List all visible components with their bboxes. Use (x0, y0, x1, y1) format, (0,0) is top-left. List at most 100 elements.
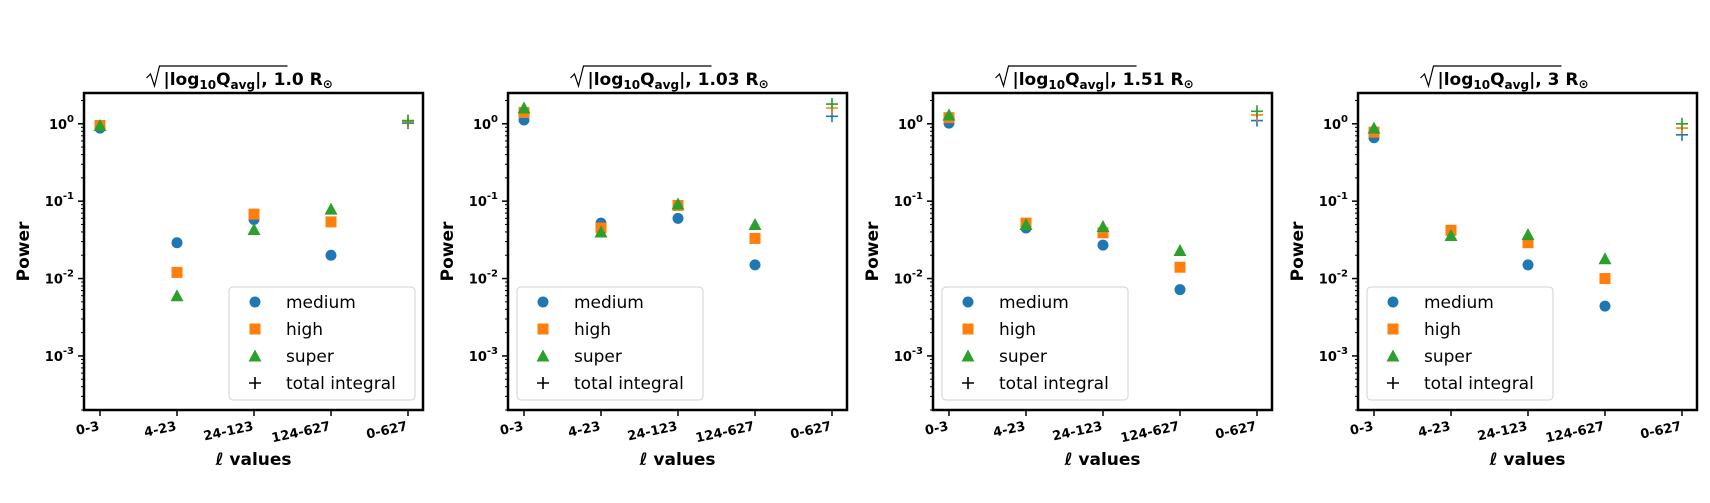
y-tick-label: 10-1 (45, 191, 74, 210)
chart-title: |log10Qavg|, 3 R⊙ (1438, 70, 1589, 92)
data-point-high (1522, 237, 1534, 249)
legend-box (516, 286, 704, 401)
data-point-super (1096, 220, 1110, 233)
data-point-medium (325, 249, 337, 261)
x-tick-label: 0-627 (365, 419, 409, 442)
x-tick-label: 4-23 (992, 419, 1027, 440)
x-axis-label: ℓ values (214, 450, 291, 470)
data-point-super (324, 202, 338, 215)
y-tick-label: 10-1 (1319, 191, 1348, 210)
x-tick-label: 0-3 (1349, 419, 1375, 439)
legend-box (228, 286, 416, 401)
title-sqrt-sign (570, 65, 712, 89)
y-tick-label: 10-2 (45, 269, 74, 288)
legend-label: super (574, 347, 622, 367)
chart-panel: |log10Qavg|, 3 R⊙ 100 10-1 10-2 10-3 0-3 4-23 2… (1288, 65, 1699, 470)
chart-title: |log10Qavg|, 1.0 R⊙ (164, 70, 333, 92)
title-sqrt-sign (1420, 65, 1562, 89)
data-point-super (247, 223, 261, 236)
y-tick-label: 10-1 (469, 191, 498, 210)
y-axis-label: Power (1288, 221, 1308, 281)
data-point-total-integral (402, 114, 414, 127)
legend-marker (962, 296, 974, 308)
chart-title: |log10Qavg|, 1.51 R⊙ (1013, 70, 1194, 92)
x-tick-label: 4-23 (567, 419, 602, 440)
data-point-super (594, 225, 608, 238)
data-point-medium (672, 212, 684, 224)
data-point-super (1598, 252, 1612, 265)
legend-marker (1387, 296, 1399, 308)
title-sqrt-sign (146, 65, 288, 89)
data-point-high (1097, 227, 1109, 239)
legend-label: total integral (574, 374, 684, 394)
x-tick-label: 4-23 (1417, 419, 1452, 440)
legend-marker (249, 323, 261, 335)
data-point-medium (1599, 300, 1611, 312)
legend-marker (1386, 349, 1400, 362)
legend-label: super (999, 347, 1047, 367)
y-tick-label: 10-2 (894, 269, 923, 288)
data-point-high (1599, 273, 1611, 285)
x-tick-label: 124-627 (694, 419, 755, 446)
x-tick-label: 0-3 (75, 419, 101, 439)
y-tick-label: 10-2 (1319, 269, 1348, 288)
x-tick-label: 0-627 (1214, 419, 1258, 442)
data-point-high (248, 208, 260, 220)
x-axis-label: ℓ values (1488, 450, 1565, 470)
x-axis-label: ℓ values (638, 450, 715, 470)
data-point-super (517, 101, 531, 114)
data-point-medium (749, 259, 761, 271)
legend-marker (249, 296, 261, 308)
legend-label: medium (286, 293, 356, 313)
data-point-medium (1097, 239, 1109, 251)
data-point-medium (171, 237, 183, 249)
legend-marker (249, 377, 261, 389)
data-point-super (1367, 121, 1381, 134)
legend-label: total integral (286, 374, 396, 394)
data-point-high (171, 266, 183, 278)
data-point-super (1521, 228, 1535, 241)
data-point-total-integral (1676, 117, 1688, 130)
data-point-super (671, 197, 685, 210)
y-tick-label: 10-2 (469, 269, 498, 288)
legend-marker (1387, 323, 1399, 335)
x-tick-label: 124-627 (1119, 419, 1180, 446)
y-tick-label: 100 (1323, 114, 1348, 133)
x-tick-label: 24-123 (202, 419, 255, 444)
x-tick-label: 24-123 (1051, 419, 1104, 444)
legend-label: high (286, 320, 323, 340)
x-axis-label: ℓ values (1063, 450, 1140, 470)
x-tick-label: 0-3 (924, 419, 950, 439)
x-tick-label: 24-123 (1476, 419, 1529, 444)
legend-label: high (999, 320, 1036, 340)
legend-marker (537, 296, 549, 308)
data-point-super (1173, 244, 1187, 257)
x-tick-label: 0-3 (499, 419, 525, 439)
data-point-super (748, 217, 762, 230)
data-point-medium (1522, 259, 1534, 271)
y-axis-label: Power (14, 221, 34, 281)
x-tick-label: 0-627 (1639, 419, 1683, 442)
legend-marker (536, 349, 550, 362)
legend-marker (537, 377, 549, 389)
data-point-high (1174, 261, 1186, 273)
legend-box (941, 286, 1129, 401)
y-axis-label: Power (863, 221, 883, 281)
legend-box (1366, 286, 1554, 401)
legend-label: medium (574, 293, 644, 313)
legend-label: high (1424, 320, 1461, 340)
y-tick-label: 10-3 (469, 346, 498, 365)
x-tick-label: 4-23 (143, 419, 178, 440)
data-point-super (1444, 228, 1458, 241)
data-point-total-integral (1251, 105, 1263, 118)
data-point-high (325, 216, 337, 228)
y-axis-label: Power (438, 221, 458, 281)
legend-marker (1387, 377, 1399, 389)
y-tick-label: 10-3 (894, 346, 923, 365)
legend-label: medium (999, 293, 1069, 313)
legend-label: super (1424, 347, 1472, 367)
chart-panel: |log10Qavg|, 1.51 R⊙ 100 10-1 10-2 10-3 0-3 4-… (863, 65, 1274, 470)
chart-panel: |log10Qavg|, 1.0 R⊙ 100 10-1 10-2 10-3 0-3 4-2… (14, 65, 425, 470)
chart-panel: |log10Qavg|, 1.03 R⊙ 100 10-1 10-2 10-3 0-3 4-… (438, 65, 849, 470)
